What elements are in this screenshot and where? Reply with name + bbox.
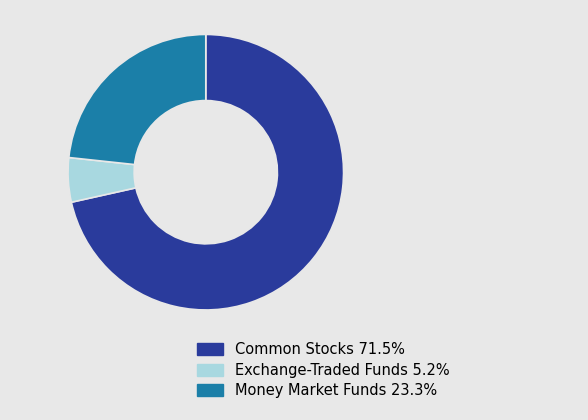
Wedge shape <box>69 34 206 165</box>
Wedge shape <box>68 158 136 202</box>
Wedge shape <box>71 34 343 310</box>
Legend: Common Stocks 71.5%, Exchange-Traded Funds 5.2%, Money Market Funds 23.3%: Common Stocks 71.5%, Exchange-Traded Fun… <box>191 336 456 404</box>
